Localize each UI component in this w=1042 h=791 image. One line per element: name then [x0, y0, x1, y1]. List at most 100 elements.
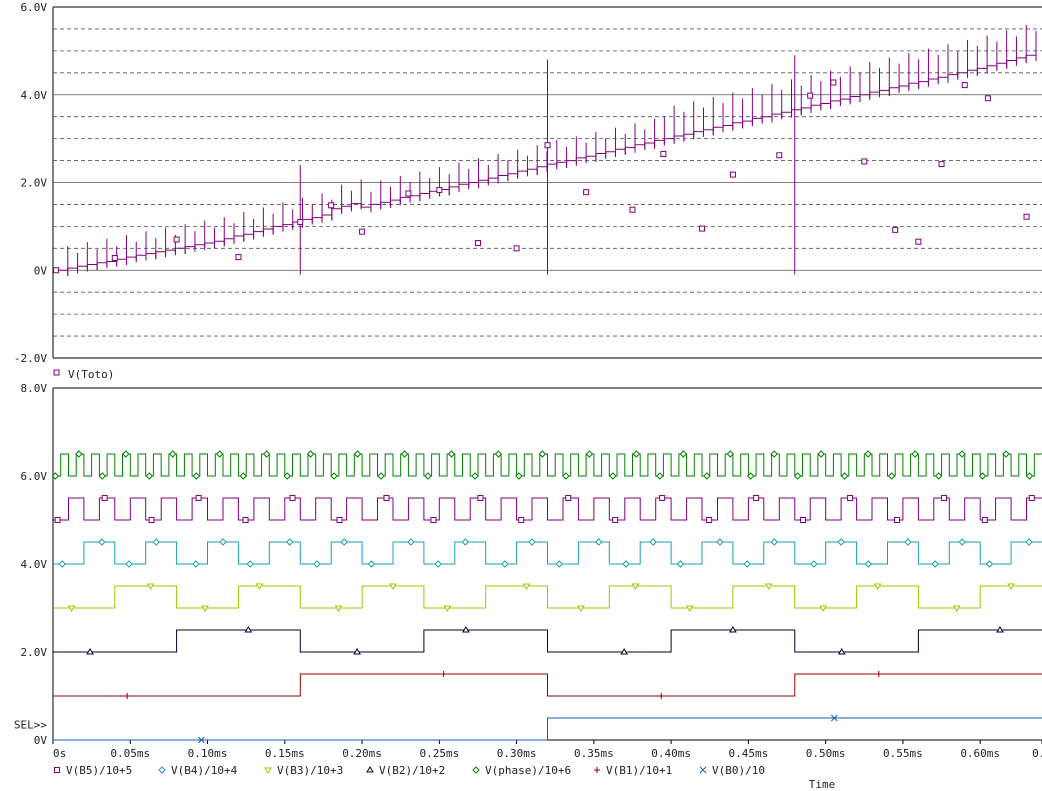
wave-marker [753, 495, 760, 501]
wave-marker [58, 560, 66, 568]
wave-marker [996, 626, 1004, 633]
wave-marker [631, 583, 640, 590]
toto-marker [297, 218, 304, 225]
wave-marker [837, 538, 845, 546]
wave-trace [53, 629, 1042, 653]
wave-marker [770, 538, 779, 546]
wave-marker [904, 538, 912, 546]
toto-marker [544, 142, 551, 149]
wave-trace [53, 497, 1042, 521]
wave-marker [336, 517, 343, 523]
wave-marker [242, 517, 249, 523]
legend-marker [366, 766, 374, 773]
wave-marker [86, 648, 94, 655]
wave-marker [819, 605, 828, 612]
wave-marker [565, 495, 572, 501]
legend-marker [699, 766, 707, 774]
wave-marker [729, 626, 737, 633]
wave-trace [53, 585, 1042, 609]
wave-marker [462, 626, 470, 633]
toto-marker [938, 161, 945, 168]
legend-marker [264, 767, 272, 774]
top-y-tick-label: -2.0V [14, 352, 47, 365]
wave-marker [609, 472, 617, 480]
toto-marker [830, 79, 837, 86]
toto-marker [513, 245, 520, 252]
wave-v-b3-10-3 [53, 583, 1042, 612]
toto-marker [892, 226, 899, 233]
legend-toto-label: V(Toto) [68, 368, 114, 381]
toto-marker [807, 92, 814, 99]
wave-marker [152, 538, 160, 546]
wave-marker [192, 560, 200, 568]
wave-marker [98, 472, 107, 480]
wave-marker [612, 517, 619, 523]
x-tick-label: 0.05ms [110, 747, 150, 760]
wave-marker [656, 472, 664, 480]
wave-marker [244, 626, 253, 633]
wave-marker [515, 472, 523, 480]
wave-marker [1007, 583, 1015, 590]
wave-marker [286, 538, 294, 546]
wave-marker [283, 472, 291, 480]
wave-marker [124, 693, 131, 699]
x-tick-label: 0.45ms [729, 747, 769, 760]
wave-marker [676, 560, 685, 568]
top-y-tick-label: 2.0V [21, 177, 48, 190]
bottom-y-tick-label: 4.0V [21, 558, 48, 571]
x-tick-label: 0.50ms [806, 747, 846, 760]
wave-marker [440, 671, 447, 677]
toto-marker [359, 228, 366, 235]
wave-marker [985, 560, 994, 568]
wave-marker [685, 605, 694, 612]
wave-v-b0-10 [53, 714, 1042, 744]
x-tick-label: 0.25ms [419, 747, 459, 760]
wave-marker [306, 450, 315, 458]
legend-marker [594, 767, 600, 773]
wave-marker [289, 495, 296, 501]
wave-marker [911, 450, 919, 458]
toto-marker [436, 186, 443, 193]
wave-marker [518, 517, 525, 523]
wave-marker [576, 605, 585, 612]
wave-marker [501, 560, 509, 568]
wave-marker [941, 495, 948, 501]
wave-marker [747, 472, 755, 480]
wave-marker [840, 472, 849, 480]
toto-marker [583, 189, 590, 196]
wave-marker [649, 538, 657, 546]
toto-marker [235, 254, 242, 261]
wave-marker [562, 472, 570, 480]
wave-marker [706, 517, 713, 523]
wave-marker [800, 517, 807, 523]
x-tick-label: 0.20ms [342, 747, 382, 760]
bottom-y-tick-label: 6.0V [21, 470, 48, 483]
legend-label: V(phase)/10+6 [485, 764, 571, 777]
wave-marker [958, 538, 966, 546]
wave-trace [53, 717, 1042, 741]
toto-marker [961, 82, 968, 89]
wave-marker [658, 693, 665, 699]
wave-marker [477, 495, 484, 501]
wave-marker [389, 583, 397, 590]
legend-label: V(B4)/10+4 [171, 764, 238, 777]
wave-marker [1002, 450, 1010, 458]
x-tick-label: 0.60ms [960, 747, 1000, 760]
wave-marker [555, 560, 563, 568]
x-tick-label: 0.35ms [574, 747, 614, 760]
wave-marker [958, 450, 966, 458]
x-tick-label: 0.6 [1032, 747, 1042, 760]
wave-marker [622, 560, 630, 568]
toto-marker [729, 171, 736, 178]
x-tick-label: 0.10ms [188, 747, 228, 760]
wave-marker [192, 472, 200, 480]
wave-marker [764, 583, 773, 590]
wave-marker [201, 605, 209, 612]
wave-marker [894, 517, 901, 523]
x-axis-label: Time [809, 778, 836, 791]
x-tick-label: 0s [53, 747, 66, 760]
wave-marker [216, 450, 224, 458]
wave-marker [383, 495, 390, 501]
wave-marker [981, 517, 988, 523]
wave-marker [353, 450, 362, 458]
